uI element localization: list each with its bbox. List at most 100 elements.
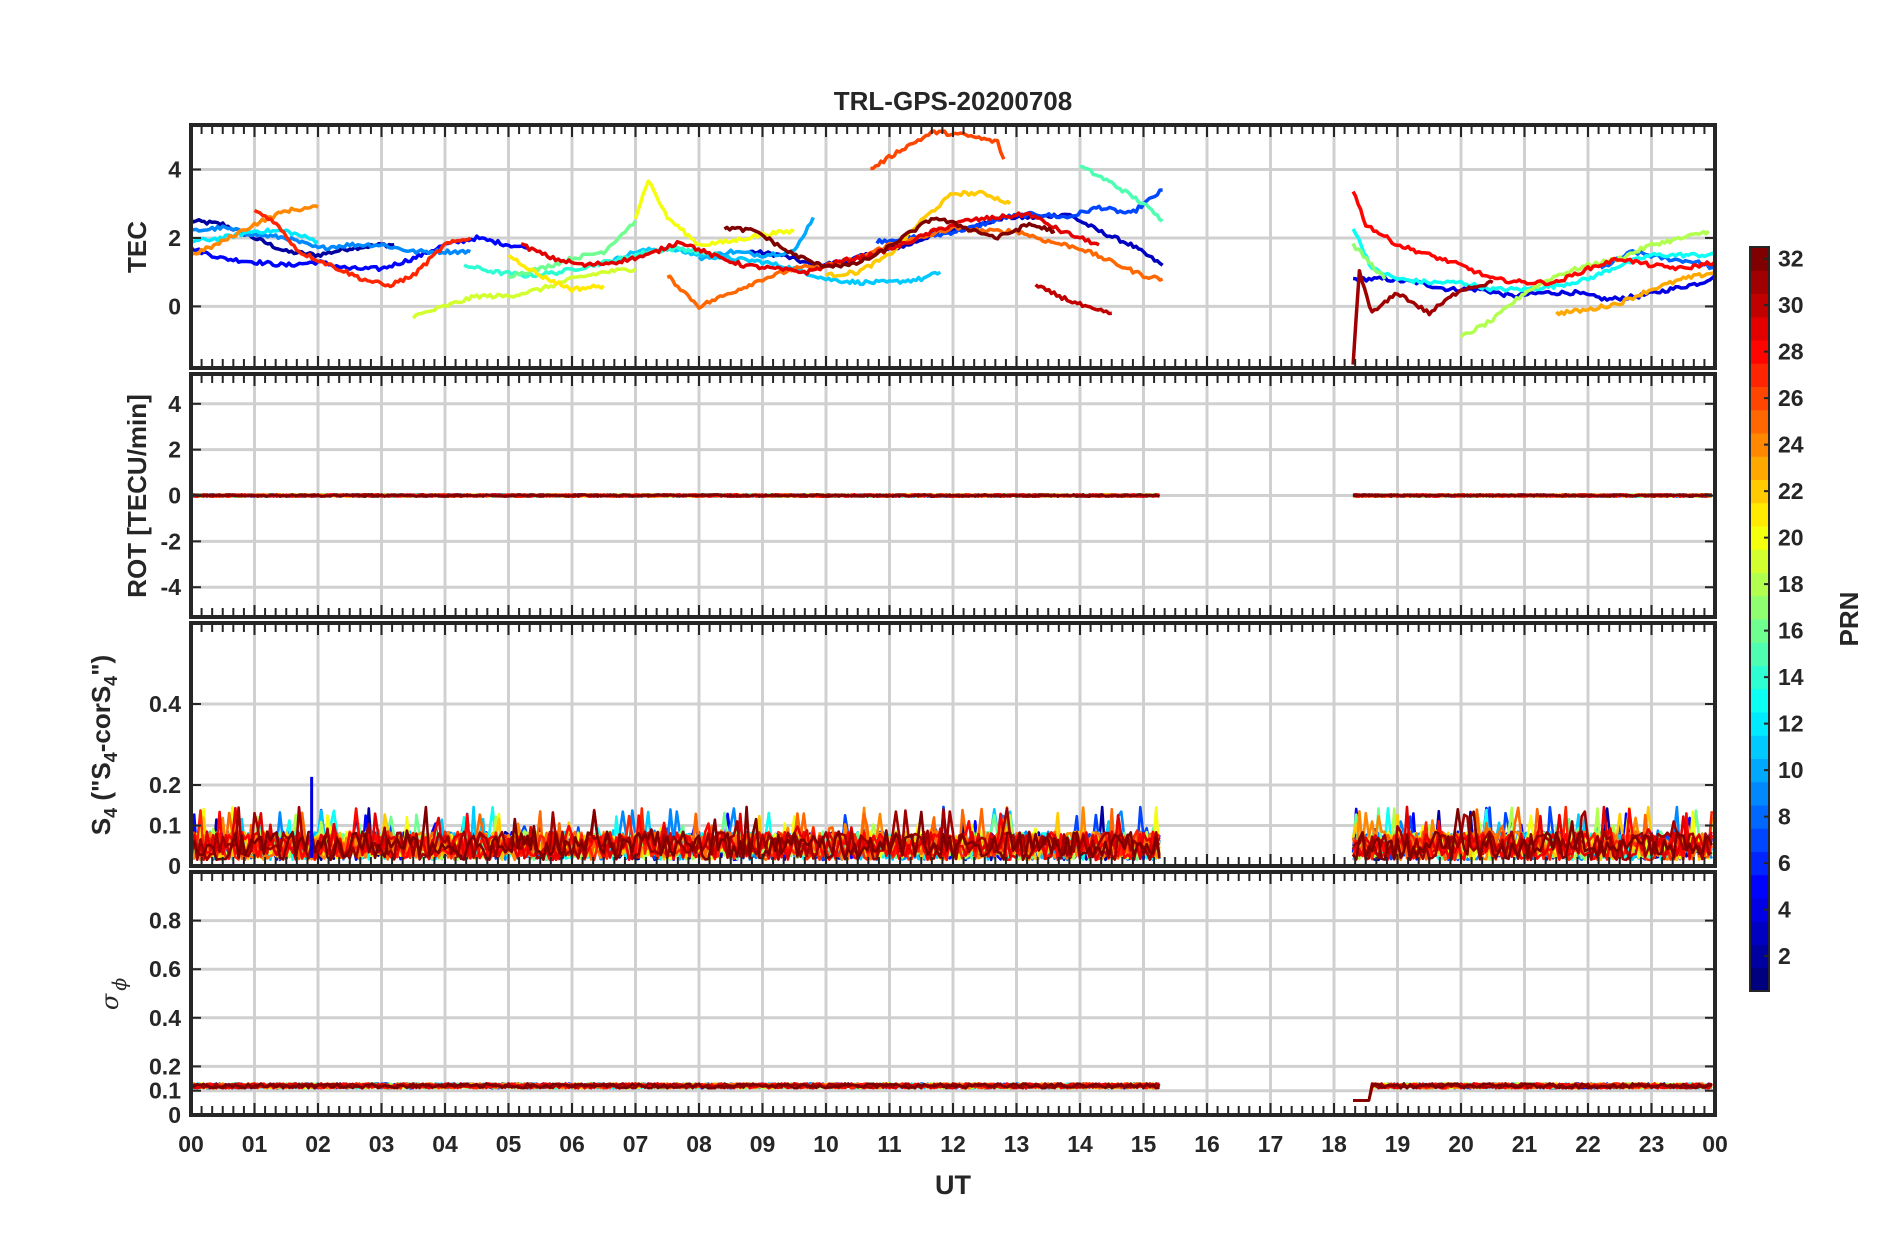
tec-series-prn-17	[1351, 242, 1387, 280]
tec-y-tick-label: 2	[168, 225, 181, 251]
tec-ylabel: TEC	[122, 221, 152, 273]
tec-series-prn-20	[633, 179, 795, 247]
s4-axes-box	[189, 621, 1717, 868]
s4-series-prn-31	[191, 805, 1161, 862]
colorbar-tick-label: 2	[1778, 943, 1791, 969]
tec-grid	[191, 125, 1715, 368]
x-tick-label: 21	[1512, 1131, 1538, 1157]
tec-series-prn-24	[191, 204, 319, 257]
panel-rot: -4 -2 0 2 4 ROT [TECU/min]	[122, 372, 1717, 619]
colorbar-swatch	[1750, 944, 1769, 969]
colorbar-swatch	[1750, 642, 1769, 666]
tec-series-prn-19	[411, 267, 637, 320]
colorbar-box	[1749, 246, 1770, 992]
sigma-grid	[191, 872, 1715, 1115]
colorbar-swatch	[1750, 665, 1769, 690]
tec-y-ticks: 0 2 4	[168, 156, 1715, 319]
tec-series-prn-9	[191, 224, 471, 256]
colorbar-swatches	[1750, 247, 1769, 992]
colorbar-swatch	[1750, 735, 1769, 759]
tec-series-prn-16	[508, 219, 637, 280]
x-axis-label: UT	[935, 1170, 971, 1200]
tec-series-prn-21	[507, 253, 605, 293]
tec-axes-box	[189, 123, 1717, 370]
colorbar-swatch	[1750, 828, 1769, 852]
rot-y-tick-label: 0	[168, 483, 181, 509]
colorbar-swatch	[1750, 549, 1769, 573]
x-tick-label: 15	[1131, 1131, 1157, 1157]
colorbar-swatch	[1750, 409, 1769, 434]
s4-y-tick-label: 0	[168, 853, 181, 879]
tec-series-prn-15	[1079, 164, 1164, 223]
tec-y-tick-label: 0	[168, 293, 181, 319]
colorbar-swatch	[1750, 502, 1769, 527]
sigma-y-tick-label: 0.1	[149, 1078, 181, 1104]
sigma-y-tick-label: 0.4	[149, 1005, 181, 1031]
x-tick-label: 11	[877, 1131, 902, 1157]
sigma-y-tick-label: 0.2	[149, 1053, 181, 1079]
colorbar-swatch	[1750, 456, 1769, 480]
x-tick-label: 00	[1702, 1131, 1728, 1157]
rot-plot	[191, 493, 1713, 498]
colorbar-swatch	[1750, 363, 1769, 387]
s4-y-tick-label: 0.2	[149, 772, 181, 798]
panel-sigma-phi: 00.10.2 0.4 0.6 0.8 σϕ	[96, 870, 1717, 1128]
colorbar-tick-label: 12	[1778, 711, 1804, 737]
rot-axes-box	[189, 372, 1717, 619]
x-tick-label: 05	[496, 1131, 522, 1157]
colorbar-swatch	[1750, 572, 1769, 597]
colorbar-tick-label: 8	[1778, 804, 1791, 830]
x-tick-label: 07	[623, 1131, 649, 1157]
colorbar-tick-label: 4	[1778, 897, 1791, 923]
x-tick-labels: 00 01 02 03 04 05 06 07 08 09 10 11 12 13 14 15 16 17 18 19…	[178, 1131, 1728, 1157]
colorbar-swatch	[1750, 247, 1769, 271]
tec-series-prn-32	[723, 216, 1056, 269]
colorbar-swatch	[1750, 781, 1769, 806]
x-tick-label: 06	[559, 1131, 585, 1157]
tec-y-tick-label: 4	[168, 156, 181, 182]
panel-s4: 0 0.1 0.2 0.4 S4 ("S4-corS4")	[86, 621, 1717, 879]
chart-title: TRL-GPS-20200708	[834, 86, 1072, 116]
colorbar-swatch	[1750, 270, 1769, 294]
s4-y-tick-label: 0.4	[149, 691, 181, 717]
x-tick-label: 02	[305, 1131, 331, 1157]
colorbar-swatch	[1750, 921, 1769, 945]
x-tick-label: 10	[813, 1131, 839, 1157]
sigma-series-prn-32	[1353, 1082, 1713, 1102]
colorbar-tick-label: 30	[1778, 292, 1804, 318]
colorbar-swatch	[1750, 340, 1769, 364]
s4-y-tick-label: 0.1	[149, 813, 181, 839]
colorbar-swatch	[1750, 688, 1769, 713]
x-tick-label: 04	[432, 1131, 458, 1157]
tec-series-prn-29	[520, 211, 1100, 276]
s4-series-prn-32	[1352, 807, 1714, 861]
colorbar-tick-label: 24	[1778, 432, 1804, 458]
colorbar-tick-label: 10	[1778, 757, 1804, 783]
colorbar-swatch	[1750, 874, 1769, 899]
sigma-y-tick-label: 0.6	[149, 956, 181, 982]
colorbar-swatch	[1750, 851, 1769, 876]
colorbar-tick-label: 32	[1778, 246, 1804, 272]
sigma-plot	[191, 1082, 1713, 1102]
colorbar-swatch	[1750, 526, 1769, 550]
x-tick-label: 14	[1067, 1131, 1093, 1157]
x-tick-label: 18	[1321, 1131, 1347, 1157]
colorbar-swatch	[1750, 805, 1769, 829]
tec-series-prn-18	[1459, 229, 1710, 339]
x-tick-label: 19	[1385, 1131, 1411, 1157]
rot-y-tick-label: -4	[161, 574, 182, 600]
x-tick-label: 20	[1448, 1131, 1474, 1157]
sigma-ylabel: σϕ	[96, 978, 131, 1010]
colorbar-swatch	[1750, 619, 1769, 643]
x-tick-label: 00	[178, 1131, 204, 1157]
tec-series-prn-12	[191, 227, 319, 245]
tec-series-prn-27	[253, 208, 472, 289]
colorbar-tick-label: 6	[1778, 850, 1791, 876]
rot-ylabel: ROT [TECU/min]	[122, 394, 152, 598]
tec-series-prn-28	[1351, 190, 1715, 287]
colorbar-tick-label: 14	[1778, 664, 1804, 690]
colorbar-tick-label: 18	[1778, 571, 1804, 597]
tec-series-prn-26	[870, 129, 1006, 171]
